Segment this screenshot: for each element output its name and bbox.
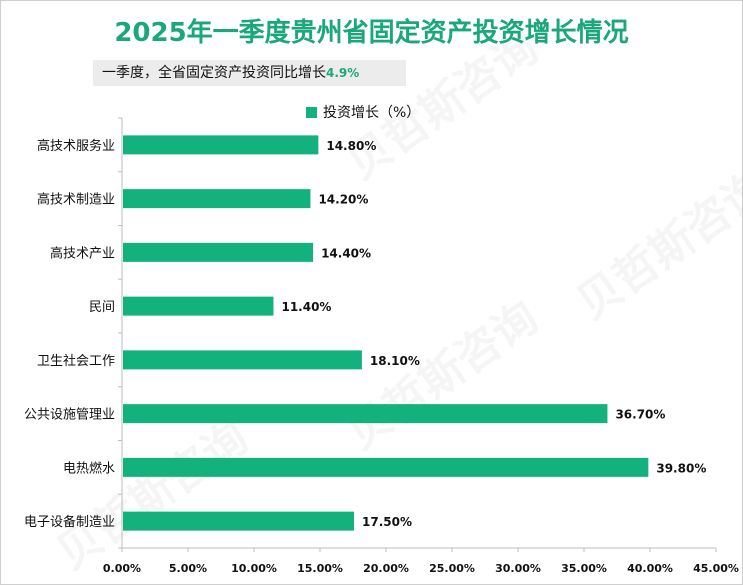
x-tick-label: 35.00% <box>561 562 607 575</box>
legend-label: 投资增长（%） <box>323 105 421 121</box>
data-label: 14.20% <box>318 193 368 207</box>
x-tick-label: 0.00% <box>103 562 141 575</box>
bar <box>123 296 274 316</box>
data-label: 11.40% <box>281 300 331 314</box>
category-label: 卫生社会工作 <box>37 353 115 369</box>
bar <box>123 350 362 370</box>
x-tick-label: 10.00% <box>231 562 277 575</box>
subtitle-highlight: 4.9% <box>326 66 360 80</box>
bar <box>123 135 319 155</box>
chart-subtitle: 一季度，全省固定资产投资同比增长4.9% <box>93 60 406 86</box>
data-label: 39.80% <box>656 461 706 475</box>
chart-title: 2025年一季度贵州省固定资产投资增长情况 <box>114 18 629 48</box>
category-label: 高技术服务业 <box>37 138 115 154</box>
x-tick-label: 40.00% <box>627 562 673 575</box>
x-tick-label: 20.00% <box>363 562 409 575</box>
legend-swatch <box>306 106 317 118</box>
bar <box>123 511 354 531</box>
category-label: 电热燃水 <box>63 460 115 476</box>
bar <box>123 457 649 477</box>
x-tick-label: 15.00% <box>297 562 343 575</box>
bar <box>123 404 608 424</box>
data-label: 18.10% <box>370 354 420 368</box>
chart-legend: 投资增长（%） <box>306 102 420 122</box>
data-label: 17.50% <box>362 515 412 529</box>
category-label: 民间 <box>89 300 115 315</box>
data-label: 14.40% <box>321 246 371 260</box>
bar <box>123 242 314 262</box>
category-label: 电子设备制造业 <box>24 514 115 530</box>
data-label: 14.80% <box>326 139 376 153</box>
category-label: 高技术制造业 <box>37 192 115 208</box>
bar <box>123 189 311 209</box>
x-tick-label: 5.00% <box>169 562 207 575</box>
x-tick-label: 25.00% <box>429 562 475 575</box>
x-tick-label: 30.00% <box>495 562 541 575</box>
x-tick-label: 45.00% <box>693 562 739 575</box>
subtitle-text: 一季度，全省固定资产投资同比增长 <box>102 65 326 81</box>
category-label: 高技术产业 <box>50 245 115 261</box>
data-label: 36.70% <box>615 408 665 422</box>
category-label: 公共设施管理业 <box>24 408 115 423</box>
